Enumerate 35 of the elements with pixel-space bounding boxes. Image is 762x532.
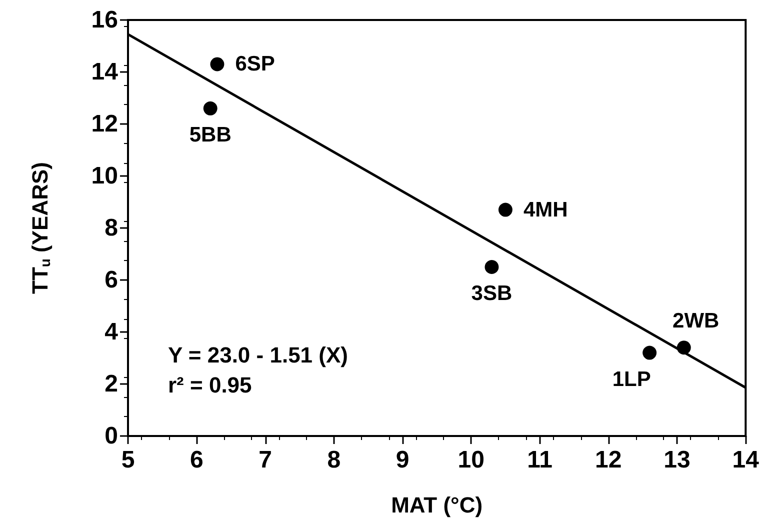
x-tick-label: 13 — [664, 446, 690, 474]
x-tick-label: 10 — [458, 446, 484, 474]
point — [484, 260, 499, 274]
x-axis-title: MAT (°C) — [391, 492, 483, 518]
annotation: Y = 23.0 - 1.51 (X) — [168, 342, 348, 368]
y-tick-label: 4 — [104, 318, 119, 346]
x-tick-label: 9 — [396, 446, 410, 474]
y-tick-label: 0 — [104, 422, 118, 450]
y-tick-label: 16 — [91, 6, 118, 34]
x-tick-label: 6 — [190, 446, 204, 474]
y-tick-label: 6 — [104, 266, 118, 294]
point — [498, 202, 512, 217]
x-tick-label: 7 — [258, 446, 272, 474]
point — [203, 101, 218, 116]
annotation: 4MH — [523, 198, 568, 222]
point — [676, 340, 691, 355]
y-tick-label: 12 — [91, 110, 118, 138]
y-tick-label: 10 — [91, 162, 118, 190]
x-tick-label: 5 — [121, 446, 135, 474]
x-tick-label: 14 — [732, 446, 760, 474]
point — [210, 57, 224, 72]
point — [642, 346, 657, 360]
x-tick-label: 8 — [327, 446, 341, 474]
y-axis-title: TTu (YEARS) — [28, 162, 53, 294]
x-tick-label: 12 — [595, 446, 622, 474]
y-tick-label: 14 — [91, 58, 119, 86]
annotation: 5BB — [189, 123, 232, 146]
x-tick-label: 11 — [527, 446, 552, 474]
y-tick-label: 2 — [104, 370, 118, 398]
annotation: 6SP — [235, 52, 275, 76]
y-tick-label: 8 — [104, 214, 118, 242]
annotation: 3SB — [471, 282, 512, 305]
annotation: 1LP — [612, 368, 651, 391]
annotation: r² = 0.95 — [168, 372, 252, 398]
annotation: 2WB — [672, 310, 720, 333]
